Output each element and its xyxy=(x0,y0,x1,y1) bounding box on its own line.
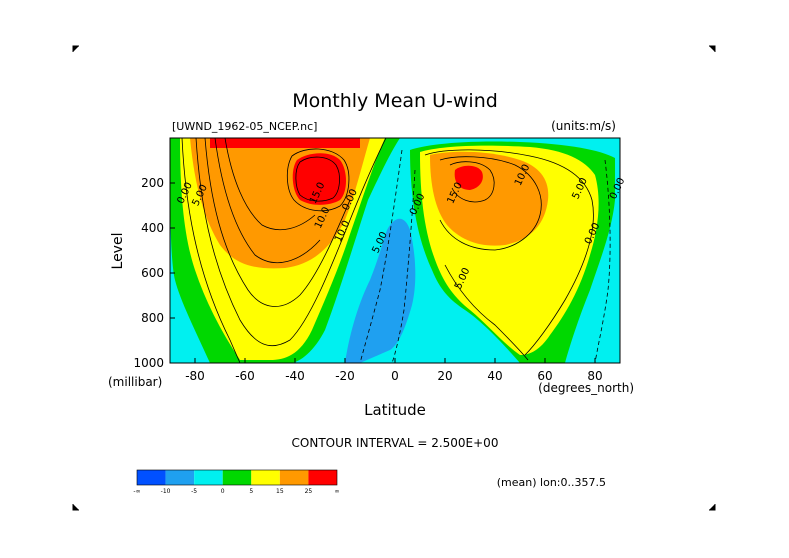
y-tick-label: 800 xyxy=(141,311,164,325)
y-tick-label: 400 xyxy=(141,221,164,235)
colorbar-swatch xyxy=(308,470,337,485)
y-tick-label: 600 xyxy=(141,266,164,280)
chart-title: Monthly Mean U-wind xyxy=(292,90,498,112)
colorbar-swatch xyxy=(165,470,195,485)
y-axis-label: Level xyxy=(110,233,126,270)
colorbar-label: 5 xyxy=(249,488,253,495)
colorbar-swatch xyxy=(222,470,252,485)
colorbar-label: -∞ xyxy=(133,488,140,495)
x-tick-label: 40 xyxy=(487,369,502,383)
dataset-label: [UWND_1962-05_NCEP.nc] xyxy=(172,120,317,133)
x-axis-units: (degrees_north) xyxy=(538,381,634,395)
x-axis-ticks: -80 -60 -40 -20 0 20 40 60 80 xyxy=(185,358,603,383)
x-tick-label: 20 xyxy=(437,369,452,383)
colorbar-label: ∞ xyxy=(335,488,340,495)
contour-fill-red-north-jet xyxy=(454,165,483,190)
colorbar-frame xyxy=(136,469,338,486)
colorbar-swatch xyxy=(137,470,166,485)
colorbar-swatch xyxy=(194,470,223,485)
x-tick-label: 60 xyxy=(537,369,552,383)
y-axis-units: (millibar) xyxy=(108,375,162,389)
x-tick-label: 0 xyxy=(391,369,399,383)
contour-interval-label: CONTOUR INTERVAL = 2.500E+00 xyxy=(292,436,499,450)
colorbar-label: 15 xyxy=(276,488,284,495)
x-tick-label: -80 xyxy=(185,369,205,383)
footer-note: (mean) lon:0..357.5 xyxy=(497,476,606,489)
x-tick-label: 80 xyxy=(587,369,602,383)
contour-fill-red-top xyxy=(210,138,360,148)
x-tick-label: -60 xyxy=(235,369,255,383)
y-axis-ticks: 200 400 600 800 1000 xyxy=(133,176,175,370)
y-tick-label: 200 xyxy=(141,176,164,190)
colorbar: -∞ -10 -5 0 5 15 25 ∞ xyxy=(133,469,340,495)
units-label: (units:m/s) xyxy=(551,119,616,133)
colorbar-label: -5 xyxy=(191,488,197,495)
contour-fill-red-south-jet xyxy=(292,153,346,205)
page-corner-marks xyxy=(72,45,716,511)
x-tick-label: -20 xyxy=(335,369,355,383)
x-axis-label: Latitude xyxy=(364,401,426,419)
y-tick-label: 1000 xyxy=(133,356,164,370)
colorbar-label: 0 xyxy=(221,488,225,495)
contour-plot xyxy=(170,138,620,363)
colorbar-swatch xyxy=(251,470,280,485)
colorbar-label: -10 xyxy=(161,488,171,495)
colorbar-swatch xyxy=(279,470,309,485)
colorbar-label: 25 xyxy=(305,488,313,495)
x-tick-label: -40 xyxy=(285,369,305,383)
